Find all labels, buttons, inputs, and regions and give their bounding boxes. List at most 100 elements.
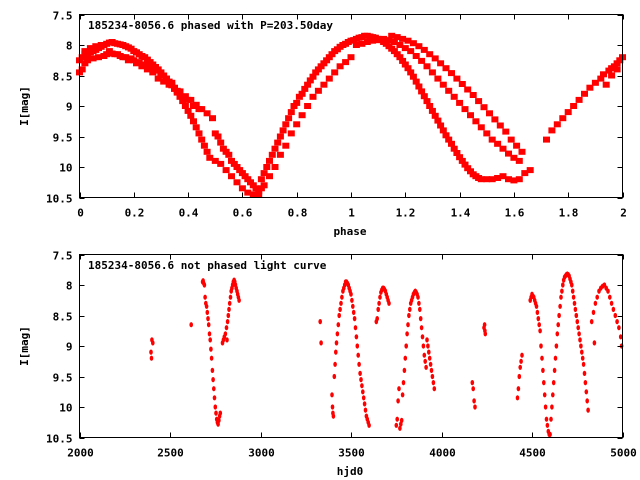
unphased-data-point [579,343,583,349]
phased-data-point [559,115,567,122]
phased-data-point [323,57,331,64]
phased-points [76,32,626,198]
unphased-data-point [418,316,423,322]
phased-data-point [434,117,442,124]
unphased-x-tick-label: 5000 [610,447,637,460]
phased-data-point [515,157,523,164]
unphased-data-point [350,297,354,303]
unphased-data-point [611,306,616,312]
phased-data-point [464,86,472,93]
phased-y-axis-title: I[mag] [18,86,31,126]
unphased-data-point [570,282,574,288]
phased-data-point [518,148,526,155]
phased-data-point [260,170,268,177]
unphased-data-point [225,337,229,343]
phased-data-point [282,142,290,149]
unphased-data-point [482,322,487,328]
unphased-data-point [352,316,357,322]
phased-data-point [160,78,168,85]
unphased-data-point [400,392,405,398]
unphased-data-point [581,361,586,367]
phased-data-point [187,112,195,119]
unphased-data-point [362,401,367,407]
phased-data-point [448,70,455,77]
unphased-x-tick-label: 4500 [519,447,546,460]
unphased-data-point [227,300,232,306]
phased-data-point [298,90,306,97]
phased-data-point [214,133,222,140]
phased-data-point [203,148,211,155]
unphased-data-point [542,392,547,398]
phased-data-point [426,103,434,109]
unphased-x-tick-label: 3500 [338,447,365,460]
unphased-data-point [210,367,215,373]
unphased-data-point [220,340,225,346]
phased-data-point [456,99,464,106]
phased-data-point [309,93,317,100]
phased-data-point [309,73,317,80]
phased-data-point [320,81,328,88]
unphased-data-point [473,404,477,410]
phased-data-point [575,96,583,103]
phased-data-point [480,104,488,111]
unphased-data-point [422,352,427,358]
phased-data-point [399,57,407,64]
unphased-data-point [361,395,366,401]
unphased-data-point [378,294,382,300]
unphased-data-point [149,349,153,355]
phased-data-point [472,118,480,125]
phased-data-point [165,81,173,88]
phased-data-point [496,122,504,129]
unphased-y-tick-label: 10 [59,402,72,415]
unphased-y-tick-label: 10.5 [46,433,73,446]
phased-data-point [581,90,588,97]
unphased-data-point [208,337,212,343]
unphased-data-point [571,294,576,300]
phased-data-point [342,59,350,66]
unphased-data-point [537,322,541,328]
unphased-data-point [608,294,612,300]
phased-data-point [257,176,265,183]
unphased-data-point [376,306,381,312]
phased-data-point [293,99,301,106]
unphased-data-point [425,337,429,343]
phased-data-point [464,165,472,172]
unphased-data-point [535,309,540,315]
unphased-data-point [483,331,488,337]
unphased-data-point [212,395,217,401]
phased-x-tick-label: 1.2 [396,207,416,220]
phased-data-point [423,98,431,105]
phased-data-point [230,160,238,167]
phased-data-point [173,87,181,94]
phased-data-point [244,176,252,183]
unphased-data-point [580,355,585,361]
phased-data-point [591,79,599,86]
unphased-data-point [213,404,218,410]
phased-data-point [195,130,203,137]
phased-data-point [385,37,393,44]
unphased-data-point [550,404,554,410]
phased-data-point [369,37,377,44]
unphased-data-point [538,328,542,334]
phased-data-point [502,128,510,135]
phased-data-point [491,116,499,123]
unphased-x-axis-title: hjd0 [337,465,364,478]
unphased-data-point [354,334,359,340]
unphased-data-point [337,312,342,319]
phased-data-point [314,87,322,94]
unphased-data-point [226,312,231,319]
phased-data-point [306,77,314,84]
phased-data-point [179,98,187,105]
phased-data-point [184,107,192,114]
unphased-data-point [427,355,432,361]
unphased-data-point [427,349,431,355]
unphased-data-point [207,331,212,337]
phased-data-point [238,170,246,177]
unphased-data-point [555,331,560,337]
phased-data-point [255,191,263,198]
unphased-data-point [583,380,588,386]
phased-data-point [195,106,203,113]
phased-data-point [325,75,333,82]
phased-data-point [477,176,485,183]
phased-data-point [415,43,423,50]
